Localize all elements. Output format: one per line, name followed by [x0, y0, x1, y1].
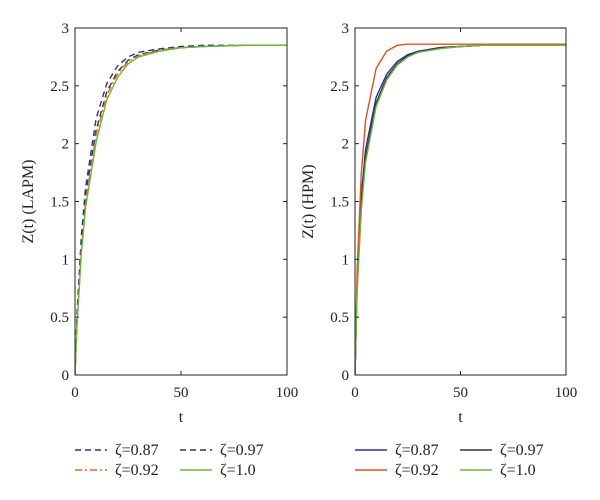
- plot-frame: [74, 27, 288, 376]
- legend-label-1: ζ=0.97: [220, 442, 264, 459]
- series-line-0: [355, 44, 566, 375]
- y-tick-label: 2.5: [50, 79, 69, 95]
- y-tick-label: 1: [342, 252, 350, 268]
- y-tick-label: 2: [62, 137, 70, 153]
- y-tick-label: 3: [342, 21, 350, 37]
- y-tick-label: 1.5: [50, 195, 69, 211]
- y-tick-label: 0.5: [330, 310, 349, 326]
- series-group: [75, 44, 287, 375]
- legend-label-1: ζ=0.97: [500, 442, 544, 459]
- x-tick-label: 100: [276, 385, 299, 401]
- series-line-0: [75, 44, 287, 375]
- y-tick-label: 2.5: [330, 79, 349, 95]
- y-tick-label: 0: [342, 368, 350, 384]
- legend-label-3: ζ=1.0: [500, 462, 536, 479]
- series-line-1: [355, 44, 566, 375]
- x-axis-label: t: [179, 409, 184, 426]
- legend-label-0: ζ=0.87: [115, 442, 159, 459]
- legend-label-2: ζ=0.92: [115, 462, 159, 479]
- y-tick-label: 0.5: [50, 310, 69, 326]
- legend-label-2: ζ=0.92: [395, 462, 439, 479]
- y-axis-label: Z(t) (LAPM): [20, 160, 37, 244]
- series-line-2: [75, 44, 287, 375]
- x-tick-label: 0: [71, 385, 79, 401]
- x-tick-label: 50: [174, 385, 189, 401]
- series-line-3: [75, 44, 287, 375]
- x-tick-label: 100: [555, 385, 578, 401]
- legend: ζ=0.87 ζ=0.97 ζ=0.92 ζ=1.0: [355, 442, 544, 479]
- series-group: [355, 43, 566, 375]
- series-line-2: [355, 43, 566, 375]
- y-tick-label: 1.5: [330, 195, 349, 211]
- y-tick-label: 0: [62, 368, 70, 384]
- x-tick-label: 50: [453, 385, 468, 401]
- y-tick-label: 2: [342, 137, 350, 153]
- series-line-1: [75, 44, 287, 375]
- y-tick-label: 1: [62, 252, 70, 268]
- series-line-3: [355, 44, 566, 375]
- legend: ζ=0.87 ζ=0.97 ζ=0.92 ζ=1.0: [75, 442, 264, 479]
- x-tick-label: 0: [351, 385, 359, 401]
- y-tick-label: 3: [62, 21, 70, 37]
- legend-label-3: ζ=1.0: [220, 462, 256, 479]
- legend-label-0: ζ=0.87: [395, 442, 439, 459]
- y-axis-label: Z(t) (HPM): [300, 164, 317, 238]
- x-axis-label: t: [458, 409, 463, 426]
